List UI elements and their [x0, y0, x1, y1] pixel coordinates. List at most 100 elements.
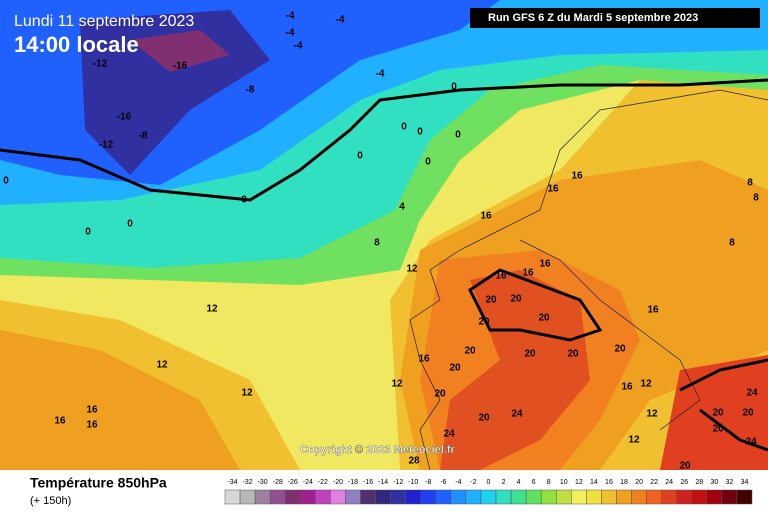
contour-label: 16 [539, 259, 551, 270]
scale-label: 24 [665, 479, 673, 486]
scale-swatch [420, 489, 437, 505]
scale-swatch [269, 489, 286, 505]
scale-label: -8 [425, 479, 431, 486]
scale-swatch [390, 489, 406, 505]
run-info: Run GFS 6 Z du Mardi 5 septembre 2023 [488, 12, 698, 24]
scale-label: 8 [547, 479, 551, 486]
contour-label: 0 [451, 82, 457, 93]
scale-swatch [254, 489, 271, 505]
contour-label: 24 [745, 437, 757, 448]
scale-label: -18 [348, 479, 358, 486]
scale-swatch [676, 489, 693, 505]
scale-label: 26 [680, 479, 688, 486]
contour-label: 12 [391, 379, 403, 390]
contour-label: -8 [246, 85, 255, 96]
scale-label: -10 [408, 479, 418, 486]
scale-label: -20 [333, 479, 343, 486]
scale-label: 0 [487, 479, 491, 486]
scale-swatch [691, 489, 708, 505]
scale-label: 10 [560, 479, 568, 486]
contour-label: 28 [408, 456, 420, 467]
contour-label: 16 [418, 354, 430, 365]
contour-label: 16 [480, 211, 492, 222]
scale-swatch [405, 489, 421, 505]
contour-label: 0 [401, 122, 407, 133]
contour-label: 8 [747, 178, 753, 189]
contour-label: 16 [547, 184, 559, 195]
scale-label: -12 [393, 479, 403, 486]
scale-swatch [224, 489, 241, 505]
scale-swatch [330, 489, 346, 505]
scale-swatch [556, 489, 572, 505]
scale-swatch [495, 489, 512, 505]
contour-label: 0 [85, 227, 91, 238]
scale-swatch [465, 489, 482, 505]
contour-label: 0 [3, 176, 9, 187]
scale-label: -24 [303, 479, 313, 486]
scale-label: 20 [635, 479, 643, 486]
color-scale: -34 -32 -30 -28 -26 -24 -22 -20 -18 -16 -14 -12 -10-… [224, 479, 753, 505]
contour-label: -4 [376, 69, 385, 80]
contour-label: 0 [425, 157, 431, 168]
scale-swatch [721, 489, 738, 505]
scale-label: 12 [575, 479, 583, 486]
contour-label: -4 [336, 15, 345, 26]
contour-label: 0 [241, 195, 247, 206]
contour-label: 24 [746, 388, 758, 399]
scale-swatch [239, 489, 256, 505]
contour-label: 20 [712, 408, 724, 419]
scale-swatch [450, 489, 467, 505]
scale-swatch [706, 489, 723, 505]
scale-swatch [284, 489, 301, 505]
contour-label: -4 [286, 28, 295, 39]
scale-label: -34 [227, 479, 237, 486]
scale-swatch [540, 489, 557, 505]
scale-label: -16 [363, 479, 373, 486]
contour-label: 20 [614, 344, 626, 355]
contour-label: 12 [640, 379, 652, 390]
run-box [470, 8, 760, 28]
contour-label: 20 [510, 294, 522, 305]
scale-label: 32 [726, 479, 734, 486]
scale-label: 4 [517, 479, 521, 486]
contour-label: 8 [753, 193, 759, 204]
contour-label: 12 [206, 304, 218, 315]
contour-label: 0 [455, 130, 461, 141]
contour-label: 20 [524, 349, 536, 360]
scale-label: -32 [243, 479, 253, 486]
contour-label: -16 [173, 61, 188, 72]
time: 14:00 locale [14, 32, 139, 57]
scale-swatch [300, 489, 316, 505]
contour-label: 12 [156, 360, 168, 371]
contour-label: -16 [117, 112, 132, 123]
contour-label: 12 [241, 388, 253, 399]
scale-swatch [571, 489, 587, 505]
scale-swatch [736, 489, 753, 505]
contour-label: 8 [729, 238, 735, 249]
contour-label: 20 [478, 317, 490, 328]
scale-label: 22 [650, 479, 658, 486]
scale-swatch [525, 489, 542, 505]
contour-label: 0 [357, 151, 363, 162]
scale-label: -4 [455, 479, 461, 486]
contour-label: 0 [127, 219, 133, 230]
contour-label: 20 [449, 363, 461, 374]
contour-label: 20 [567, 349, 579, 360]
footer-title: Température 850hPa [30, 475, 167, 491]
scale-swatch [360, 489, 376, 505]
scale-swatch [586, 489, 602, 505]
contour-label: -12 [93, 59, 108, 70]
scale-swatch [661, 489, 677, 505]
contour-label: 20 [679, 461, 691, 472]
contour-label: 20 [434, 389, 446, 400]
scale-label: -6 [440, 479, 446, 486]
contour-label: 16 [571, 171, 583, 182]
scale-swatch [646, 489, 662, 505]
scale-swatch [631, 489, 647, 505]
contour-label: 16 [647, 305, 659, 316]
scale-label: -14 [378, 479, 388, 486]
map-field [0, 0, 768, 471]
scale-swatch [480, 489, 497, 505]
contour-label: 20 [742, 408, 754, 419]
